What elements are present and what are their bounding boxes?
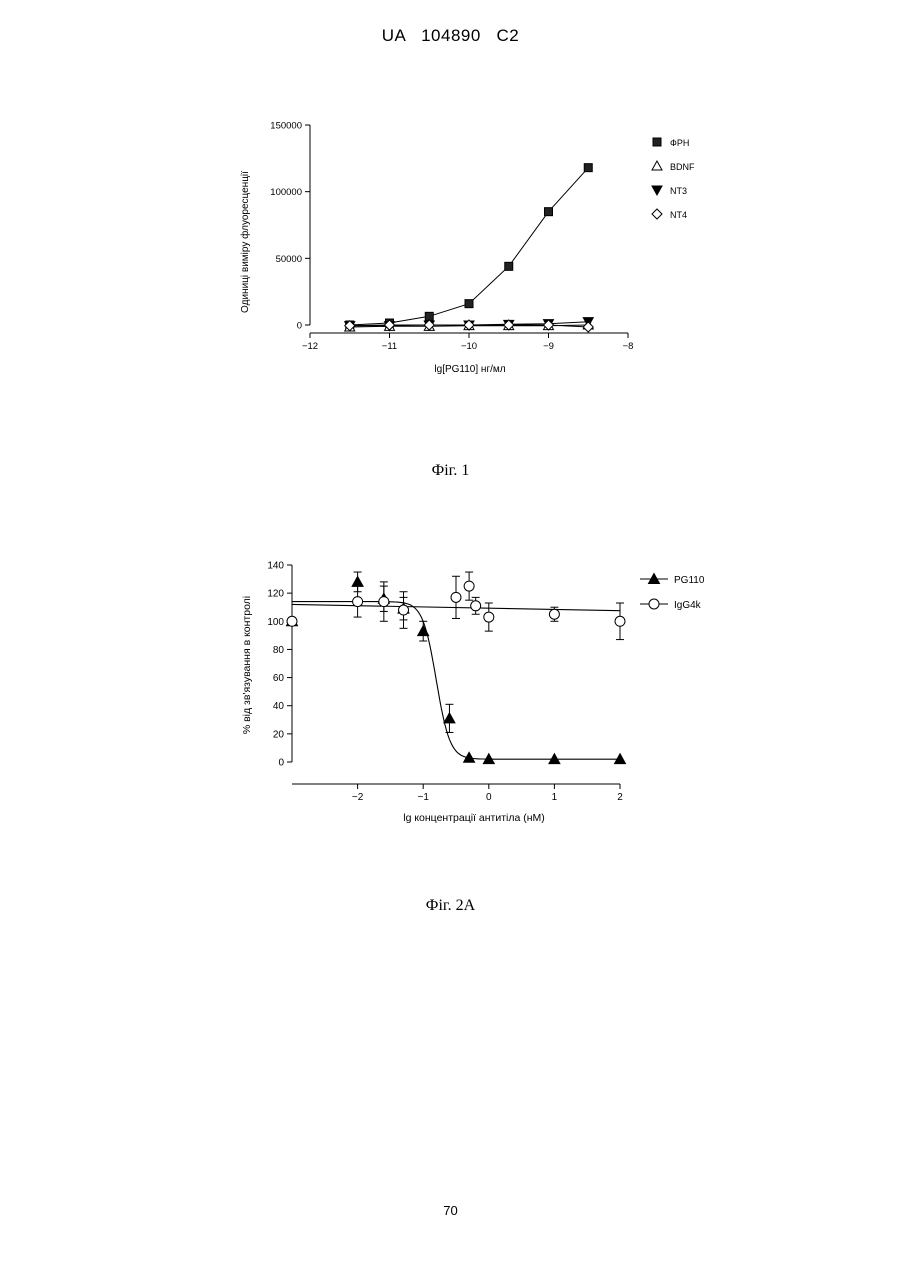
x-tick-label: −8 (623, 341, 634, 352)
x-tick-label: −9 (543, 341, 554, 352)
legend-marker (652, 161, 662, 170)
x-tick-label: −10 (461, 341, 477, 352)
y-tick-label: 120 (267, 589, 284, 600)
legend-marker (652, 186, 662, 195)
data-point (451, 592, 461, 602)
pg110-fit-curve (292, 602, 620, 760)
figure-1-ylabel: Одиниці виміру флуоресценції (239, 171, 251, 313)
y-tick-label: 40 (273, 701, 285, 712)
data-point (545, 208, 553, 216)
data-point (505, 262, 513, 270)
y-tick-label: 100000 (270, 187, 302, 198)
legend-marker (653, 138, 661, 146)
figure-2a-chart: 0 20 40 60 80 100 120 140 −2 −1 0 1 2 PG110 IgG4k % в… (230, 555, 710, 835)
data-point (352, 576, 363, 586)
data-point (484, 612, 494, 622)
legend-marker (652, 209, 662, 219)
figure-1-caption: Фіг. 1 (0, 462, 901, 480)
data-point (287, 616, 297, 626)
legend-marker (649, 599, 659, 609)
y-tick-label: 150000 (270, 121, 302, 132)
page-number: 70 (0, 1203, 901, 1218)
legend-label: ФРН (670, 138, 689, 148)
x-tick-label: −11 (382, 341, 397, 352)
data-point (549, 609, 559, 619)
x-tick-label: −12 (302, 341, 318, 352)
y-tick-label: 100 (267, 617, 284, 628)
data-point (471, 601, 481, 611)
legend-label: NT3 (670, 186, 687, 196)
y-tick-label: 50000 (276, 254, 302, 265)
data-point (399, 605, 409, 615)
legend-label: PG110 (674, 575, 705, 586)
y-tick-label: 0 (278, 758, 284, 769)
legend-label: NT4 (670, 210, 687, 220)
data-point (353, 597, 363, 607)
figure-1-chart: 0 50000 100000 150000 −12 −11 −10 −9 −8 ФРН BDNF N… (220, 110, 740, 400)
data-point (444, 713, 455, 723)
y-tick-label: 20 (273, 729, 285, 740)
figure-2a-caption: Фіг. 2А (0, 897, 901, 915)
x-tick-label: 0 (486, 792, 492, 803)
data-point (615, 616, 625, 626)
figure-1-xlabel: lg[PG110] нг/мл (434, 364, 505, 375)
x-tick-label: 1 (552, 792, 558, 803)
data-point (425, 312, 433, 320)
y-tick-label: 60 (273, 673, 285, 684)
legend-label: IgG4k (674, 600, 702, 611)
data-point (465, 300, 473, 308)
data-point (418, 626, 429, 636)
figure-2a-ylabel: % від зв'язування в контролі (241, 596, 253, 734)
figure-2a-xlabel: lg концентрації антитіла (нМ) (403, 812, 545, 824)
x-tick-label: −1 (417, 792, 429, 803)
y-tick-label: 140 (267, 561, 284, 572)
y-tick-label: 80 (273, 645, 285, 656)
data-point (584, 164, 592, 172)
x-tick-label: −2 (352, 792, 364, 803)
data-point (583, 322, 593, 332)
y-tick-label: 0 (297, 321, 302, 332)
x-tick-label: 2 (617, 792, 623, 803)
data-point (379, 597, 389, 607)
data-point (464, 581, 474, 591)
document-id: UA 104890 C2 (0, 26, 901, 46)
legend-label: BDNF (670, 162, 695, 172)
